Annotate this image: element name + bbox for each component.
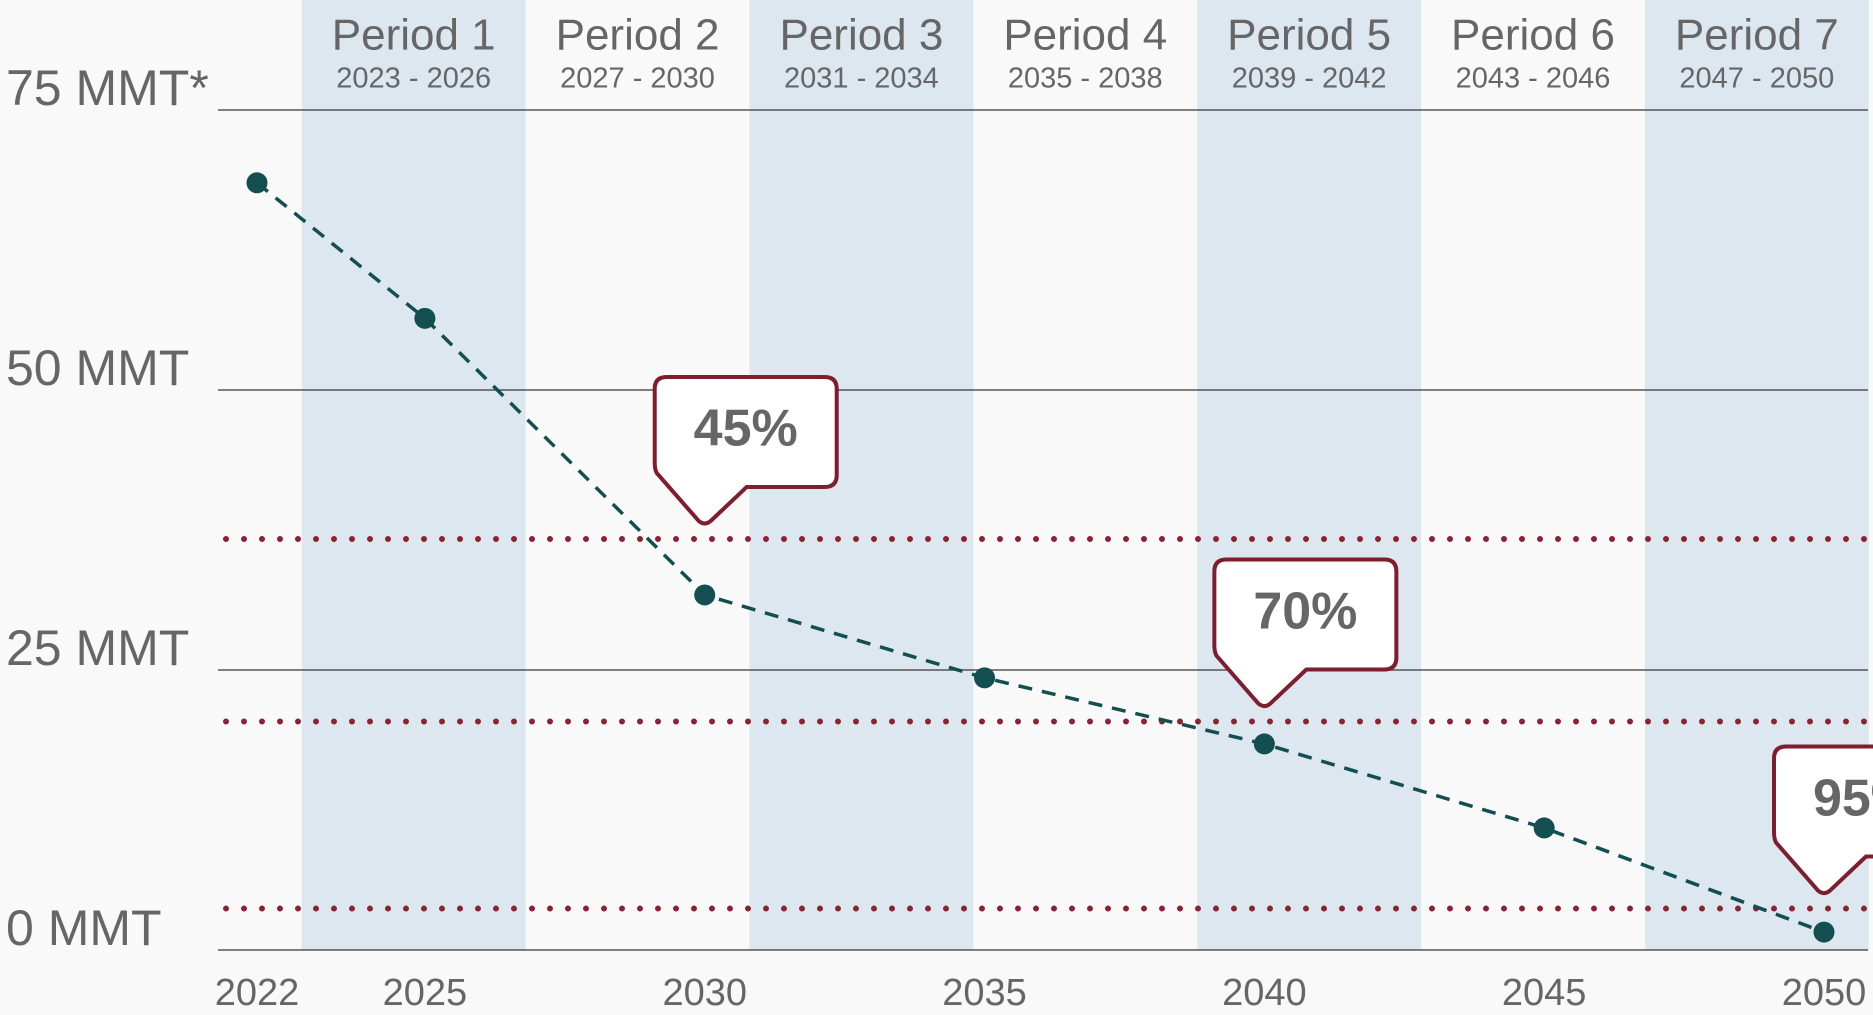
x-tick-label: 2045: [1502, 972, 1587, 1014]
period-years: 2023 - 2026: [336, 63, 491, 95]
x-tick-label: 2035: [942, 972, 1027, 1014]
period-years: 2039 - 2042: [1232, 63, 1387, 95]
y-tick-label: 25 MMT: [6, 620, 189, 676]
period-years: 2035 - 2038: [1008, 63, 1163, 95]
period-years: 2047 - 2050: [1679, 63, 1834, 95]
y-tick-label: 0 MMT: [6, 900, 162, 956]
period-years: 2031 - 2034: [784, 63, 939, 95]
callout-label: 95%: [1813, 769, 1873, 827]
x-tick-label: 2030: [662, 972, 747, 1014]
data-point: [694, 584, 716, 606]
period-years: 2043 - 2046: [1456, 63, 1611, 95]
period-title: Period 7: [1675, 11, 1839, 60]
x-tick-label: 2050: [1782, 972, 1867, 1014]
period-title: Period 1: [332, 11, 496, 60]
period-title: Period 6: [1451, 11, 1615, 60]
period-title: Period 5: [1227, 11, 1391, 60]
period-title: Period 3: [779, 11, 943, 60]
x-tick-label: 2025: [383, 972, 468, 1014]
y-tick-label: 50 MMT: [6, 340, 189, 396]
callout: [1212, 557, 1399, 709]
callout: [1772, 744, 1873, 896]
callout-label: 70%: [1253, 582, 1357, 640]
data-point: [1813, 921, 1835, 943]
callout: [652, 374, 839, 526]
period-title: Period 2: [556, 11, 720, 60]
period-band: [1197, 0, 1422, 950]
data-point: [246, 172, 268, 194]
x-tick-label: 2040: [1222, 972, 1307, 1014]
period-years: 2027 - 2030: [560, 63, 715, 95]
callout-label: 45%: [694, 400, 798, 458]
data-point: [414, 307, 436, 329]
x-tick-label: 2022: [215, 972, 300, 1014]
data-point: [1533, 817, 1555, 839]
period-title: Period 4: [1003, 11, 1167, 60]
period-band: [301, 0, 526, 950]
y-tick-label: 75 MMT*: [6, 60, 209, 116]
data-point: [974, 667, 996, 689]
data-point: [1253, 733, 1275, 755]
